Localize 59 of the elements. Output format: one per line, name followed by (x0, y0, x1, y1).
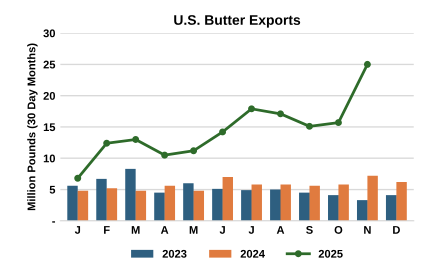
point (277, 110, 284, 118)
y-axis-title: Million Pounds (30 Day Months) (27, 44, 38, 210)
point (306, 122, 313, 130)
bar (270, 190, 281, 221)
bar (356, 200, 368, 221)
bar (96, 178, 107, 221)
bar (106, 188, 118, 221)
point (74, 174, 82, 182)
x-tick-label: J (220, 226, 225, 234)
bar (280, 184, 291, 221)
bar (78, 190, 88, 221)
x-tick-label: N (364, 226, 371, 234)
bar (212, 188, 223, 221)
point (190, 147, 198, 154)
x-tick-label: D (393, 226, 400, 234)
y-tick-label: 5 (50, 186, 56, 194)
x-tick-label: F (104, 226, 110, 234)
chart-title: U.S. Butter Exports (174, 15, 300, 28)
bar (164, 186, 176, 221)
bar (367, 176, 378, 221)
x-tick-label: A (160, 226, 168, 234)
point (132, 136, 140, 143)
legend-label: 2025 (318, 250, 343, 258)
bar (299, 192, 310, 221)
x-tick-label: O (334, 226, 342, 234)
y-tick-label: 20 (44, 92, 56, 100)
x-tick-label: S (306, 226, 313, 234)
y-tick-label: - (52, 221, 56, 223)
legend-label: 2023 (162, 250, 187, 258)
point (248, 105, 256, 112)
point (219, 128, 226, 136)
bar (309, 186, 320, 221)
bar (241, 190, 252, 221)
bar (338, 184, 349, 221)
point (103, 140, 110, 147)
x-tick-label: J (74, 226, 80, 234)
bar (183, 183, 194, 221)
bar (386, 195, 396, 221)
bar (136, 190, 146, 221)
y-tick-label: 10 (44, 154, 56, 162)
bar (222, 177, 233, 221)
x-tick-label: J (248, 226, 254, 234)
bar (328, 195, 338, 221)
bar (125, 168, 136, 221)
y-tick-label: 15 (44, 123, 56, 132)
bar (252, 184, 262, 221)
y-tick-label: 30 (43, 29, 56, 38)
bar (194, 190, 204, 221)
x-tick-label: M (132, 226, 140, 234)
point (364, 60, 371, 68)
legend-label: 2024 (240, 250, 265, 258)
bar (396, 182, 407, 221)
point (334, 119, 342, 126)
x-tick-label: M (190, 226, 198, 234)
bar (154, 192, 165, 221)
y-tick-label: 25 (44, 60, 56, 69)
x-tick-label: A (276, 226, 284, 234)
point (161, 152, 168, 159)
bar (67, 186, 78, 221)
